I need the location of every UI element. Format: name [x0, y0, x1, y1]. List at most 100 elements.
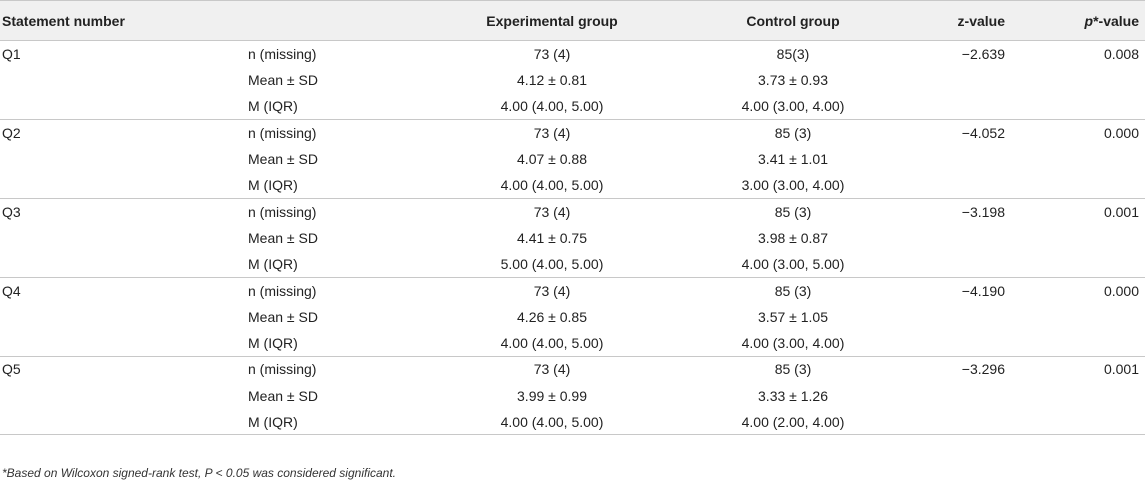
metric-cell: Mean ± SD: [248, 71, 318, 88]
table-row: Mean ± SD 4.07 ± 0.88 3.41 ± 1.01: [0, 146, 1145, 172]
p-value-cell: 0.000: [1103, 124, 1139, 141]
results-table: Statement number Experimental group Cont…: [0, 0, 1145, 436]
table-row: Q1 n (missing) 73 (4) 85(3) −2.639 0.008: [0, 41, 1145, 67]
control-cell: 4.00 (2.00, 4.00): [686, 408, 900, 436]
table-row: Mean ± SD 4.12 ± 0.81 3.73 ± 0.93: [0, 67, 1145, 93]
control-cell: 4.00 (3.00, 4.00): [686, 93, 900, 120]
statement-cell: [0, 93, 248, 120]
p-value-cell: [1045, 303, 1145, 329]
z-value-cell: [900, 171, 1045, 199]
table-row: Q3 n (missing) 73 (4) 85 (3) −3.198 0.001: [0, 198, 1145, 224]
table-row: M (IQR) 4.00 (4.00, 5.00) 4.00 (3.00, 4.00…: [0, 93, 1145, 120]
experimental-cell: 4.00 (4.00, 5.00): [418, 329, 686, 357]
metric-cell: M (IQR): [248, 171, 418, 199]
experimental-cell: 73 (4): [533, 361, 571, 378]
table-row: Mean ± SD 3.99 ± 0.99 3.33 ± 1.26: [0, 382, 1145, 408]
statement-cell: [0, 225, 248, 251]
header-control-group: Control group: [686, 0, 900, 41]
table-row: M (IQR) 5.00 (4.00, 5.00) 4.00 (3.00, 5.00…: [0, 250, 1145, 278]
p-value-cell: [1045, 67, 1145, 93]
metric-cell: Mean ± SD: [248, 229, 318, 246]
p-value-cell: [1045, 171, 1145, 199]
z-value-cell: [900, 250, 1045, 278]
statement-cell: [0, 171, 248, 199]
header-z-value: z-value: [900, 0, 1045, 41]
metric-cell: n (missing): [248, 124, 317, 141]
table-row: M (IQR) 4.00 (4.00, 5.00) 3.00 (3.00, 4.00…: [0, 171, 1145, 199]
metric-cell: M (IQR): [248, 250, 418, 278]
statement-cell: [0, 329, 248, 357]
header-p-italic: p: [1084, 12, 1094, 29]
header-experimental-group: Experimental group: [418, 0, 686, 41]
z-value-cell: −4.190: [961, 282, 1005, 299]
statement-cell: [0, 408, 248, 436]
metric-cell: Mean ± SD: [248, 308, 318, 325]
p-value-cell: 0.008: [1103, 45, 1139, 62]
z-value-cell: −2.639: [961, 45, 1005, 62]
experimental-cell: 4.00 (4.00, 5.00): [418, 171, 686, 199]
experimental-cell: 4.00 (4.00, 5.00): [418, 93, 686, 120]
statement-cell: [0, 303, 248, 329]
p-value-cell: [1045, 329, 1145, 357]
experimental-cell: 4.00 (4.00, 5.00): [418, 408, 686, 436]
control-cell: 3.33 ± 1.26: [758, 387, 828, 404]
statement-cell: [0, 146, 248, 172]
experimental-cell: 4.12 ± 0.81: [517, 71, 587, 88]
table-row: M (IQR) 4.00 (4.00, 5.00) 4.00 (2.00, 4.00…: [0, 408, 1145, 436]
z-value-cell: [900, 67, 1045, 93]
metric-cell: M (IQR): [248, 93, 418, 120]
p-value-cell: [1045, 93, 1145, 120]
experimental-cell: 4.26 ± 0.85: [517, 308, 587, 325]
control-cell: 85 (3): [774, 124, 812, 141]
p-value-cell: 0.001: [1103, 361, 1139, 378]
header-p-value: p*-value: [1045, 0, 1145, 41]
header-p-suffix: *-value: [1093, 12, 1139, 29]
control-cell: 3.41 ± 1.01: [758, 150, 828, 167]
z-value-cell: [900, 146, 1045, 172]
table-footnote: *Based on Wilcoxon signed-rank test, P <…: [2, 466, 396, 480]
statement-cell: Q1: [2, 45, 21, 62]
control-cell: 85(3): [776, 45, 810, 62]
p-value-cell: [1045, 225, 1145, 251]
p-value-cell: 0.001: [1103, 203, 1139, 220]
metric-cell: M (IQR): [248, 329, 418, 357]
statement-cell: [0, 250, 248, 278]
metric-cell: n (missing): [248, 361, 317, 378]
experimental-cell: 5.00 (4.00, 5.00): [418, 250, 686, 278]
z-value-cell: [900, 408, 1045, 436]
experimental-cell: 4.41 ± 0.75: [517, 229, 587, 246]
control-cell: 4.00 (3.00, 5.00): [686, 250, 900, 278]
header-statement-number: Statement number: [0, 0, 248, 41]
z-value-cell: [900, 225, 1045, 251]
z-value-cell: [900, 329, 1045, 357]
control-cell: 85 (3): [774, 282, 812, 299]
table-row: Q2 n (missing) 73 (4) 85 (3) −4.052 0.000: [0, 119, 1145, 145]
z-value-cell: [900, 93, 1045, 120]
table-row: Mean ± SD 4.26 ± 0.85 3.57 ± 1.05: [0, 303, 1145, 329]
statement-cell: Q3: [2, 203, 21, 220]
table-row: Q4 n (missing) 73 (4) 85 (3) −4.190 0.000: [0, 277, 1145, 303]
metric-cell: Mean ± SD: [248, 150, 318, 167]
table-row: Mean ± SD 4.41 ± 0.75 3.98 ± 0.87: [0, 225, 1145, 251]
experimental-cell: 73 (4): [533, 45, 571, 62]
metric-cell: M (IQR): [248, 408, 418, 436]
experimental-cell: 73 (4): [533, 282, 571, 299]
table-row: M (IQR) 4.00 (4.00, 5.00) 4.00 (3.00, 4.00…: [0, 329, 1145, 357]
z-value-cell: −4.052: [961, 124, 1005, 141]
control-cell: 3.57 ± 1.05: [758, 308, 828, 325]
control-cell: 3.98 ± 0.87: [758, 229, 828, 246]
control-cell: 85 (3): [774, 203, 812, 220]
table-body: Q1 n (missing) 73 (4) 85(3) −2.639 0.008 Mean …: [0, 41, 1145, 436]
metric-cell: Mean ± SD: [248, 387, 318, 404]
control-cell: 4.00 (3.00, 4.00): [686, 329, 900, 357]
p-value-cell: [1045, 250, 1145, 278]
z-value-cell: [900, 382, 1045, 408]
control-cell: 3.00 (3.00, 4.00): [686, 171, 900, 199]
p-value-cell: [1045, 382, 1145, 408]
statement-cell: Q4: [2, 282, 21, 299]
z-value-cell: [900, 303, 1045, 329]
control-cell: 85 (3): [774, 361, 812, 378]
metric-cell: n (missing): [248, 45, 317, 62]
metric-cell: n (missing): [248, 282, 317, 299]
table-header-row: Statement number Experimental group Cont…: [0, 0, 1145, 41]
